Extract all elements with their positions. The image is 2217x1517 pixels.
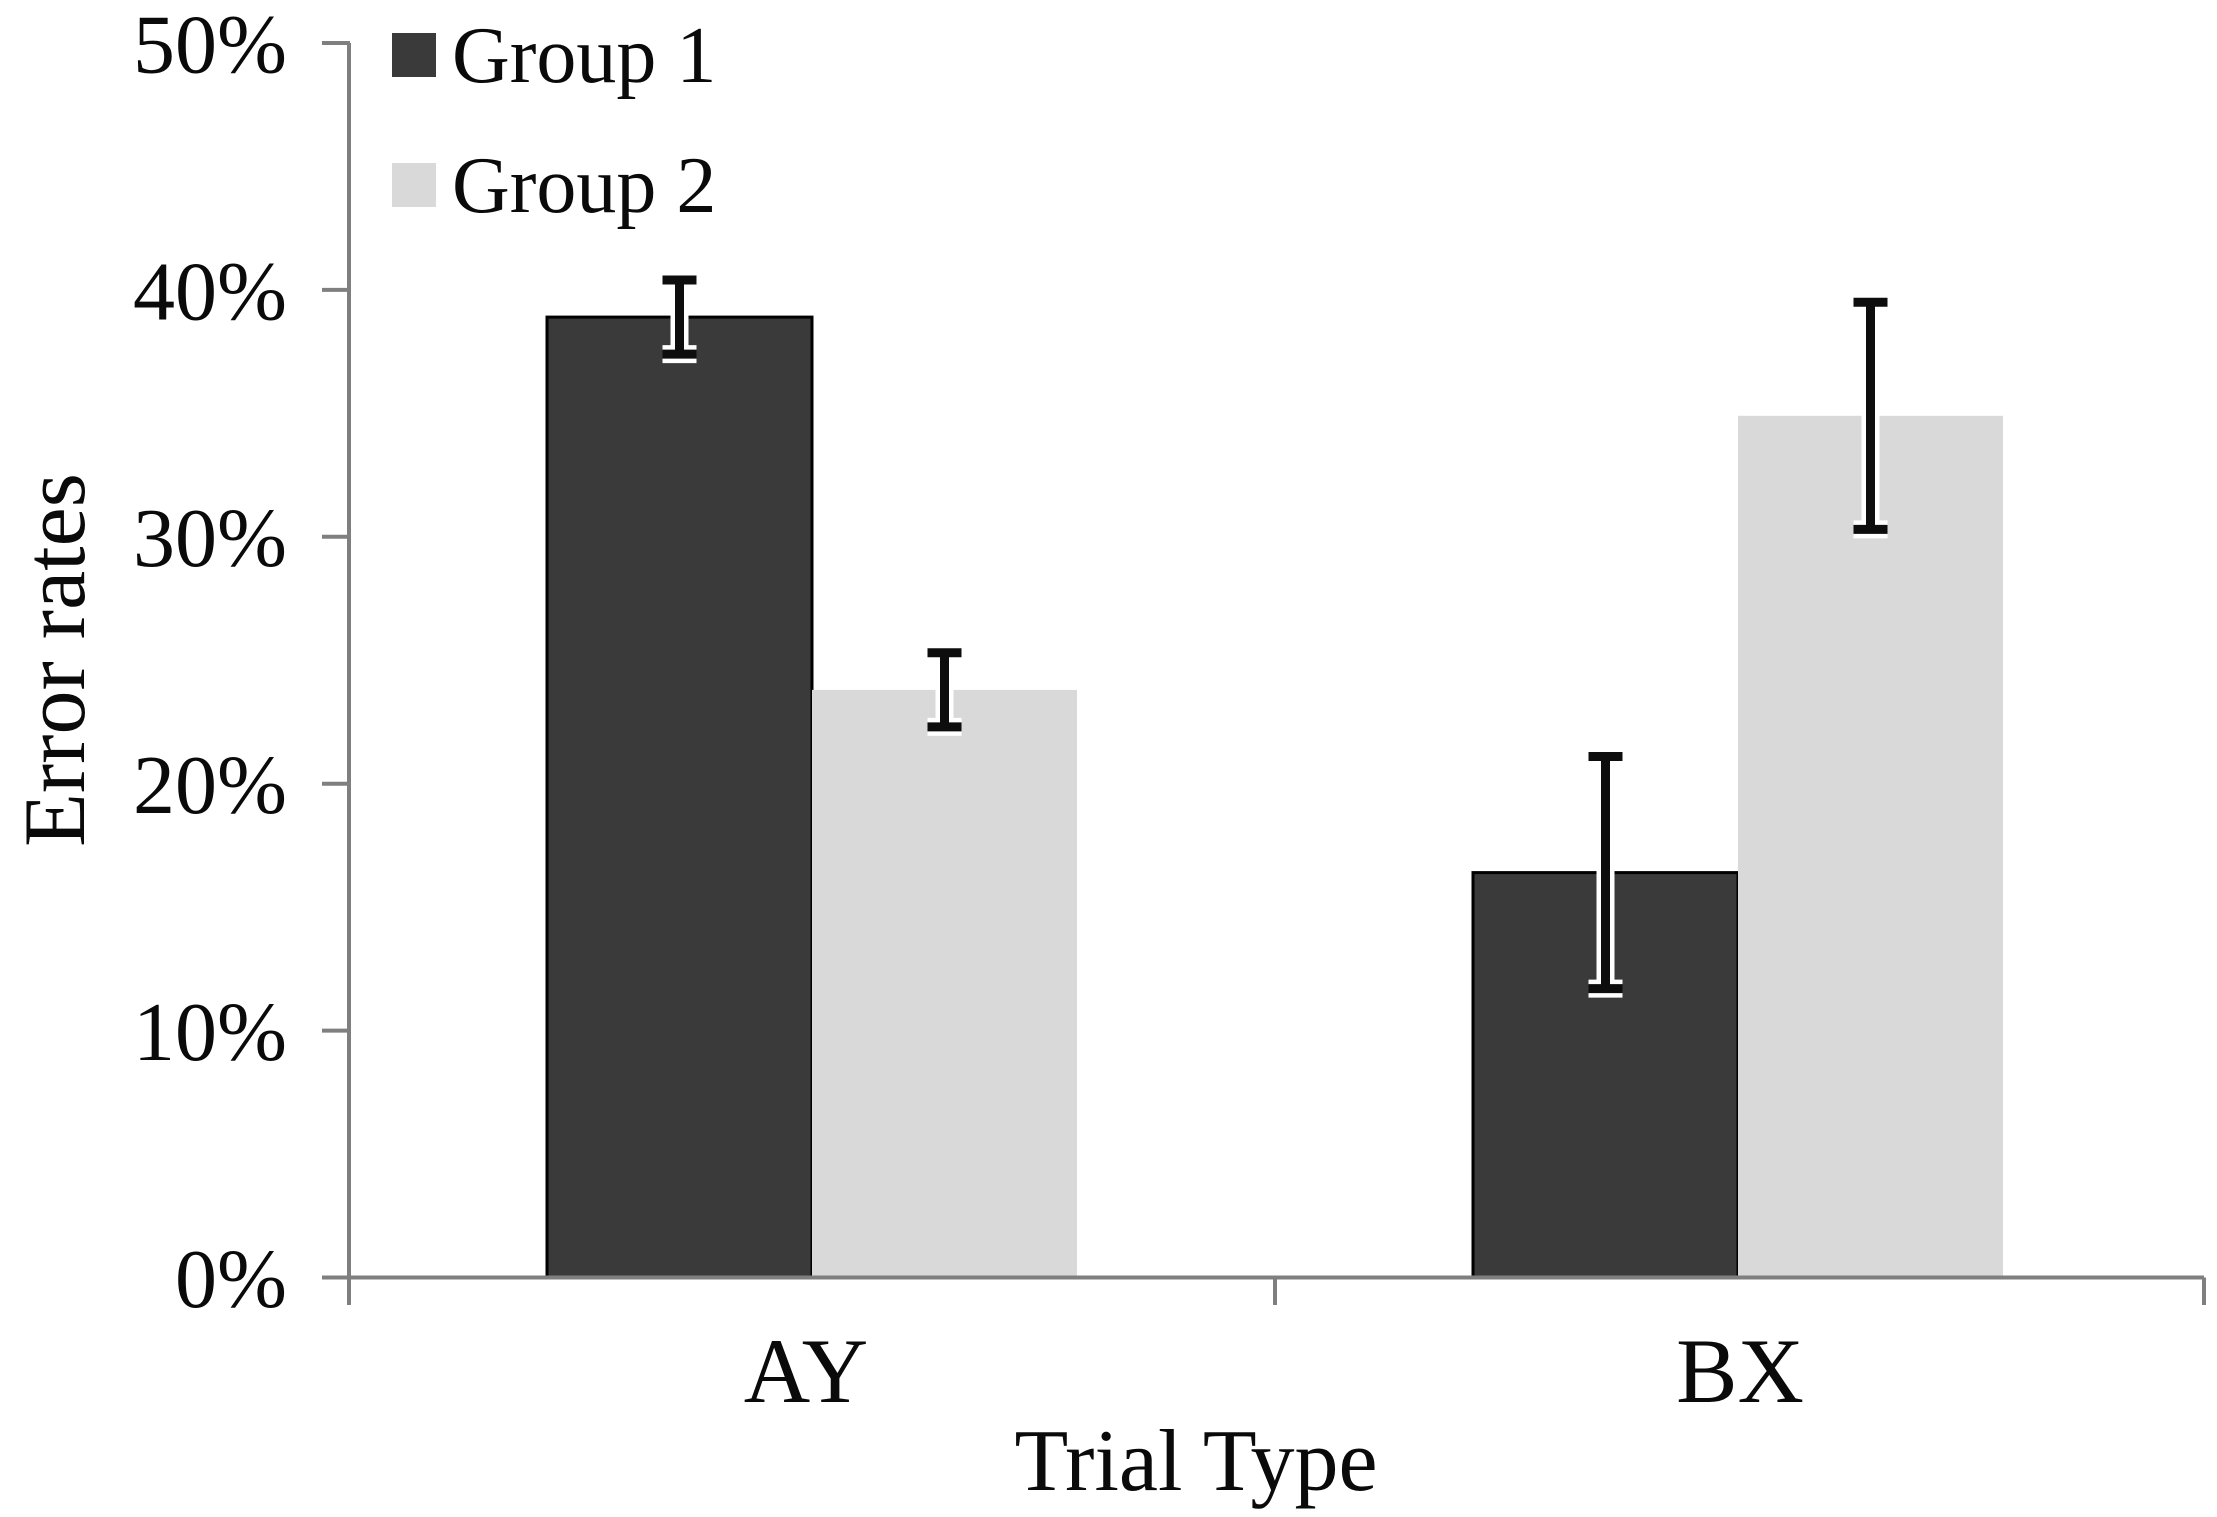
error-bar-bx-group-1 [1588,752,1623,994]
error-bar-bx-group-2 [1853,297,1888,534]
error-bars-layer [662,271,1888,998]
y-tick-labels: 0% 10% 20% 30% 40% 50% [133,0,287,1326]
bar-bx-group-2 [1738,415,2003,1278]
category-label-ay: AY [744,1320,868,1422]
legend-label-group1: Group 1 [452,12,716,100]
category-labels: AY BX [744,1320,1804,1422]
error-bar-ay-group-2 [927,648,962,732]
bar-ay-group-2 [812,689,1077,1278]
y-tick-label-50: 50% [133,0,287,91]
y-tick-label-30: 30% [133,492,287,585]
y-tick-label-10: 10% [133,986,287,1079]
legend: Group 1 Group 2 [392,12,716,230]
y-axis-ticks [322,41,350,1280]
y-tick-label-0: 0% [175,1233,287,1326]
x-axis-ticks [347,1277,2206,1305]
x-axis-title: Trial Type [1015,1413,1378,1510]
error-bar-ay-group-1 [662,275,697,359]
y-axis-title: Error rates [7,473,104,847]
bar-ay-group-1 [545,315,814,1280]
y-tick-label-20: 20% [133,739,287,832]
legend-swatch-group2 [392,163,436,207]
bars-layer [545,315,2003,1280]
legend-swatch-group1 [392,33,436,77]
category-label-bx: BX [1676,1320,1804,1422]
legend-label-group2: Group 2 [452,142,716,230]
y-tick-label-40: 40% [133,245,287,338]
